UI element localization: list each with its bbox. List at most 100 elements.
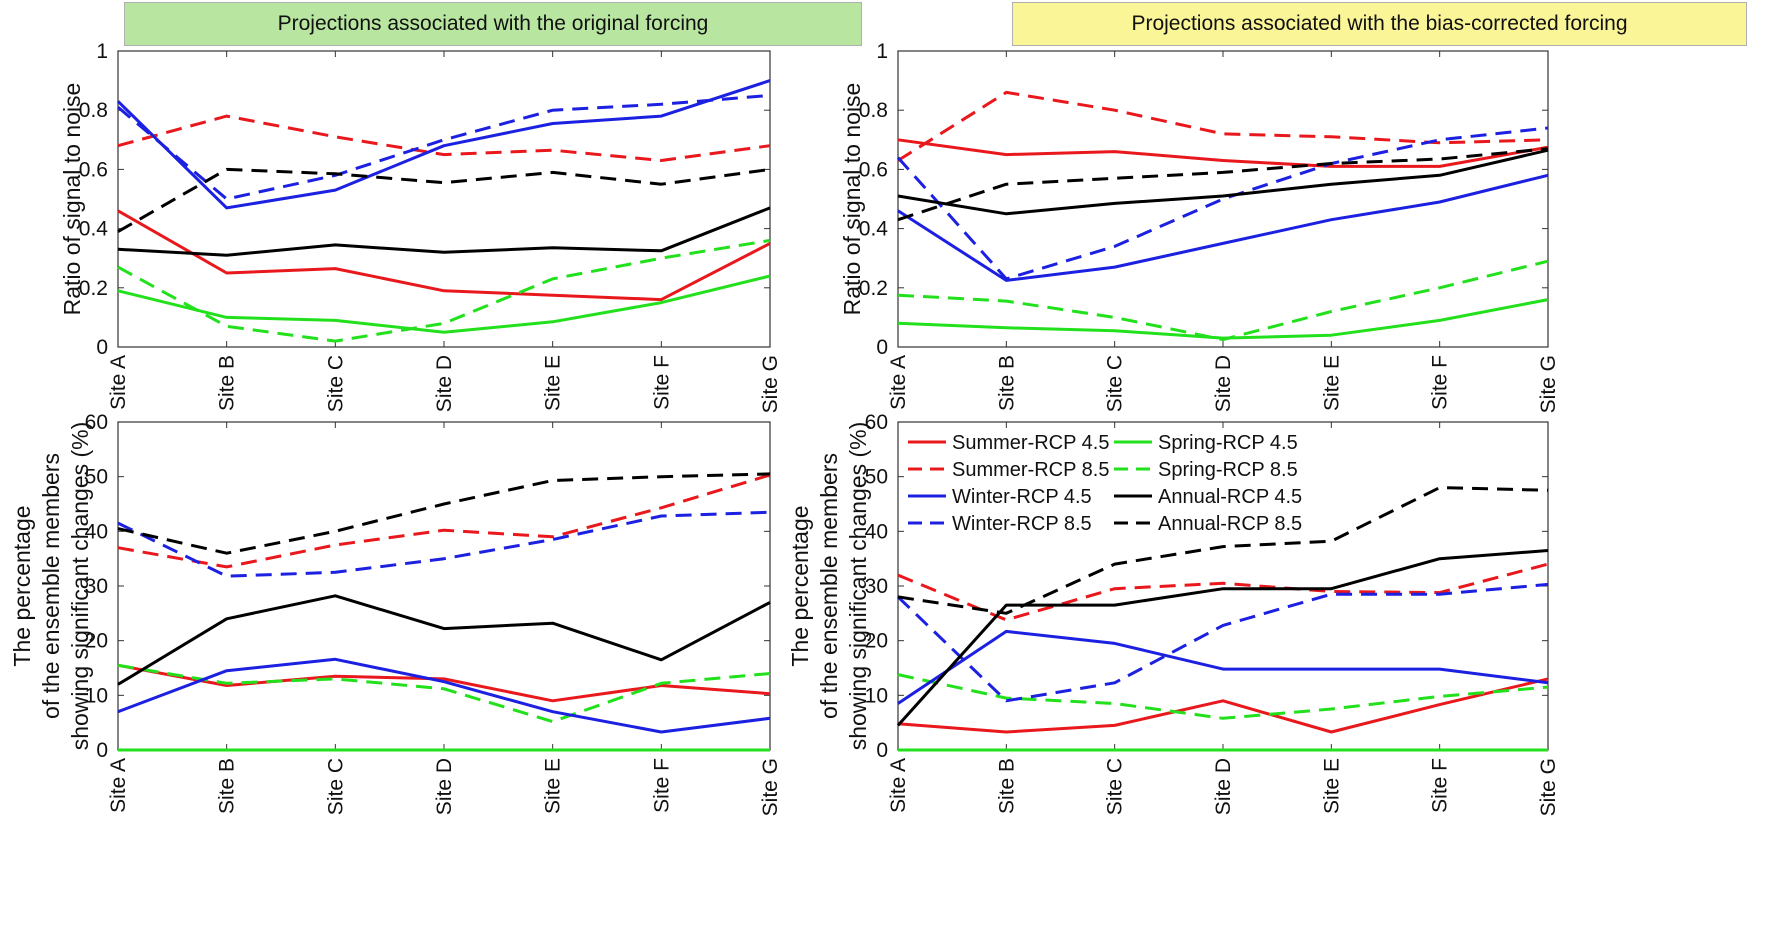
series-line-spring-rcp-4-5 <box>117 274 771 334</box>
y-tick-label: 50 <box>865 466 888 489</box>
legend-label: Annual-RCP 4.5 <box>1158 486 1302 508</box>
series-line-spring-rcp-4-5 <box>897 298 1549 340</box>
series-line-spring-rcp-8-5 <box>117 663 771 724</box>
series-line-winter-rcp-8-5 <box>896 126 1549 281</box>
y-tick-label: 20 <box>865 630 888 653</box>
series-line-winter-rcp-8-5 <box>117 93 771 201</box>
x-tick-label: Site B <box>216 758 239 814</box>
legend-label: Winter-RCP 4.5 <box>952 486 1092 508</box>
x-tick-label: Site D <box>433 758 456 815</box>
series-line-summer-rcp-4-5 <box>117 209 771 302</box>
series-line-annual-rcp-4-5 <box>117 206 771 257</box>
legend-label: Spring-RCP 8.5 <box>1158 459 1298 481</box>
y-axis-label: of the ensemble members <box>38 453 64 719</box>
x-tick-label: Site C <box>324 758 347 815</box>
chart-bottom-left: 0 10 20 30 40 50 60 Site A Site B Site C Site D Sit… <box>9 411 782 816</box>
legend-label: Winter-RCP 8.5 <box>952 513 1092 535</box>
x-tick-label: Site B <box>995 758 1018 814</box>
legend-label: Spring-RCP 4.5 <box>1158 432 1298 454</box>
x-tick-label: Site A <box>887 758 910 813</box>
y-tick-label: 0.8 <box>859 99 888 122</box>
y-axis-label: The percentage <box>9 505 35 666</box>
series-line-winter-rcp-8-5 <box>896 582 1549 703</box>
y-tick-label: 30 <box>865 575 888 598</box>
series-line-spring-rcp-8-5 <box>897 673 1549 720</box>
legend-label: Summer-RCP 4.5 <box>952 432 1109 454</box>
x-tick-label: Site A <box>107 758 130 813</box>
y-tick-label: 0.4 <box>79 218 109 241</box>
x-tick-label: Site F <box>650 355 673 410</box>
y-axis-label: Ratio of signal to noise <box>59 83 85 316</box>
x-tick-label: Site A <box>107 355 130 410</box>
y-axis-label: showing significant changes (%) <box>845 422 871 751</box>
y-tick-label: 0.6 <box>79 158 108 181</box>
y-tick-label: 0.6 <box>859 158 888 181</box>
y-axis-label: Ratio of signal to noise <box>839 83 865 316</box>
series-line-winter-rcp-4-5 <box>897 629 1549 705</box>
y-tick-label: 30 <box>85 575 108 598</box>
x-tick-label: Site C <box>324 355 347 412</box>
y-tick-label: 0.2 <box>79 277 108 300</box>
y-tick-label: 0.4 <box>859 218 889 241</box>
series-line-spring-rcp-8-5 <box>897 259 1549 342</box>
y-tick-label: 60 <box>865 411 888 434</box>
x-tick-label: Site A <box>887 355 910 410</box>
chart-bottom-right: 0 10 20 30 40 50 60 Site A Site B Site C Site D Sit… <box>787 411 1560 816</box>
series-line-winter-rcp-8-5 <box>117 510 771 578</box>
y-tick-label: 0 <box>96 336 108 359</box>
x-tick-label: Site F <box>1429 355 1452 410</box>
y-tick-label: 0 <box>876 336 888 359</box>
x-tick-label: Site E <box>542 758 565 814</box>
chart-legend: Summer-RCP 4.5 Spring-RCP 4.5 Summer-RCP 8… <box>908 432 1302 535</box>
x-tick-label: Site G <box>1537 355 1560 413</box>
x-tick-label: Site G <box>1537 758 1560 816</box>
y-tick-label: 40 <box>865 520 888 543</box>
y-tick-label: 10 <box>865 684 888 707</box>
y-tick-label: 50 <box>85 466 108 489</box>
series-line-annual-rcp-4-5 <box>117 594 771 686</box>
banner-bias-corrected-forcing: Projections associated with the bias-cor… <box>1012 2 1747 46</box>
y-tick-label: 0 <box>876 739 888 762</box>
x-tick-label: Site D <box>1212 758 1235 815</box>
x-tick-label: Site F <box>1429 758 1452 813</box>
plot-frame <box>117 421 771 751</box>
series-line-winter-rcp-4-5 <box>897 173 1549 282</box>
y-tick-label: 40 <box>85 520 108 543</box>
legend-label: Annual-RCP 8.5 <box>1158 513 1302 535</box>
y-tick-label: 0.8 <box>79 99 108 122</box>
y-tick-label: 60 <box>85 411 108 434</box>
legend-label: Summer-RCP 8.5 <box>952 459 1109 481</box>
chart-top-right: 0 0.2 0.4 0.6 0.8 1 Site A Site B Site C Site D Si… <box>839 40 1560 413</box>
y-axis-label: The percentage <box>787 505 813 666</box>
y-axis-label: of the ensemble members <box>816 453 842 719</box>
series-line-summer-rcp-4-5 <box>897 138 1549 168</box>
x-tick-label: Site D <box>433 355 456 412</box>
series-line-summer-rcp-4-5 <box>897 677 1549 734</box>
banner-original-forcing: Projections associated with the original… <box>124 2 862 46</box>
series-line-winter-rcp-4-5 <box>117 657 771 734</box>
chart-top-left: 0 0.2 0.4 0.6 0.8 1 Site A Site B Site C Site D Si… <box>59 40 782 413</box>
series-line-summer-rcp-8-5 <box>897 562 1549 622</box>
series-line-annual-rcp-8-5 <box>117 472 771 555</box>
x-tick-label: Site E <box>542 355 565 411</box>
series-line-annual-rcp-4-5 <box>897 148 1549 216</box>
x-tick-label: Site G <box>759 355 782 413</box>
x-tick-label: Site B <box>995 355 1018 411</box>
series-line-summer-rcp-8-5 <box>117 114 771 162</box>
series-line-annual-rcp-8-5 <box>897 486 1549 615</box>
y-tick-label: 10 <box>85 684 108 707</box>
series-line-winter-rcp-4-5 <box>116 79 771 210</box>
series-line-annual-rcp-4-5 <box>896 549 1549 727</box>
y-tick-label: 1 <box>96 40 108 63</box>
x-tick-label: Site C <box>1104 355 1127 412</box>
x-tick-label: Site D <box>1212 355 1235 412</box>
series-line-summer-rcp-4-5 <box>117 663 771 703</box>
y-axis-label: showing significant changes (%) <box>67 422 93 751</box>
series-line-summer-rcp-8-5 <box>117 473 771 569</box>
series-line-annual-rcp-8-5 <box>117 167 771 233</box>
series-line-summer-rcp-8-5 <box>897 90 1549 162</box>
y-tick-label: 20 <box>85 630 108 653</box>
x-tick-label: Site B <box>216 355 239 411</box>
y-tick-label: 0 <box>96 739 108 762</box>
